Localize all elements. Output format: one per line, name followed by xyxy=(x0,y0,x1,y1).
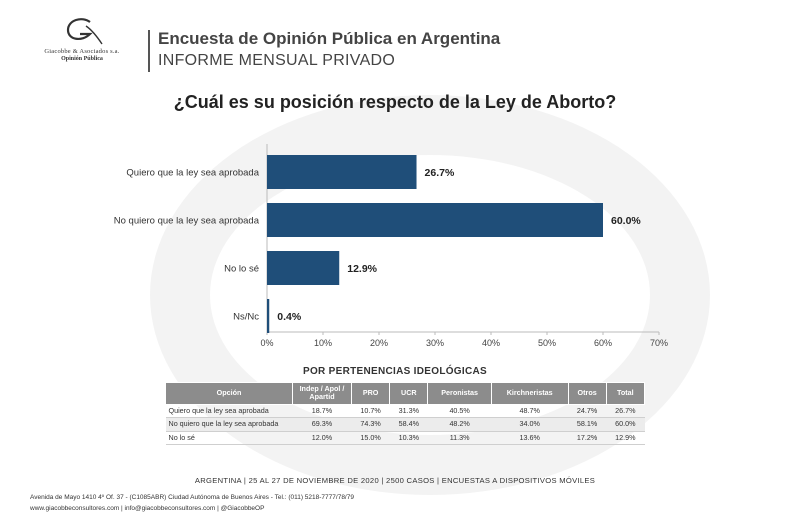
table-row: No quiero que la ley sea aprobada 69.3% … xyxy=(165,417,645,432)
header-divider xyxy=(148,30,150,72)
x-tick-label: 70% xyxy=(650,338,668,348)
x-tick-label: 20% xyxy=(370,338,388,348)
col-header: Opción xyxy=(165,382,293,405)
col-header: Otros xyxy=(567,382,607,405)
category-label: Ns/Nc xyxy=(233,312,259,323)
x-tick-label: 0% xyxy=(260,338,273,348)
table-cell: 34.0% xyxy=(491,417,569,432)
table-cell: 74.3% xyxy=(351,417,390,432)
table-cell: 60.0% xyxy=(606,417,645,432)
data-label: 26.7% xyxy=(425,167,455,179)
logo-swirl-icon xyxy=(66,18,103,45)
table-cell: 12.9% xyxy=(606,431,645,446)
table-cell: 17.2% xyxy=(568,431,607,446)
report-subtitle: INFORME MENSUAL PRIVADO xyxy=(158,52,396,69)
table-cell: 69.3% xyxy=(292,417,352,432)
table-cell: 18.7% xyxy=(292,404,352,419)
data-label: 60.0% xyxy=(611,215,641,227)
table-header-row: Opción Indep / Apol / Apartid PRO UCR Pe… xyxy=(165,382,646,405)
table-cell: 58.4% xyxy=(389,417,428,432)
col-header: UCR xyxy=(389,382,429,405)
x-tick-label: 10% xyxy=(314,338,332,348)
x-tick-label: 60% xyxy=(594,338,612,348)
table-cell: 58.1% xyxy=(568,417,607,432)
col-header: Indep / Apol / Apartid xyxy=(292,382,352,405)
data-label: 0.4% xyxy=(277,311,302,323)
report-title: Encuesta de Opinión Pública en Argentina xyxy=(158,29,501,48)
col-header: PRO xyxy=(350,382,391,405)
bar-chart: 0% 10% 20% 30% 40% 50% 60% 70% Quiero que la ley… xyxy=(114,144,668,348)
x-tick-label: 50% xyxy=(538,338,556,348)
bar xyxy=(267,251,340,285)
bar xyxy=(267,299,270,333)
table-cell: 13.6% xyxy=(491,431,569,446)
table-cell: 11.3% xyxy=(427,431,492,446)
company-logo: Giacobbe & Asociados s.a. Opinión Públic… xyxy=(22,16,142,62)
table-cell: 10.7% xyxy=(351,404,390,419)
category-label: Quiero que la ley sea aprobada xyxy=(126,168,259,179)
data-label: 12.9% xyxy=(347,263,377,275)
x-tick-label: 40% xyxy=(482,338,500,348)
category-label: No quiero que la ley sea aprobada xyxy=(114,216,260,227)
table-cell: 26.7% xyxy=(606,404,645,419)
table-cell: 10.3% xyxy=(389,431,428,446)
table-cell: 31.3% xyxy=(389,404,428,419)
table-section-title: POR PERTENENCIAS IDEOLÓGICAS xyxy=(303,366,487,377)
table-cell: 40.5% xyxy=(427,404,492,419)
chart-title: ¿Cuál es su posición respecto de la Ley … xyxy=(173,92,617,112)
table-cell: Quiero que la ley sea aprobada xyxy=(165,404,293,419)
bar xyxy=(267,203,603,237)
table-cell: 48.2% xyxy=(427,417,492,432)
crosstab-table: Opción Indep / Apol / Apartid PRO UCR Pe… xyxy=(165,382,646,446)
table-cell: 15.0% xyxy=(351,431,390,446)
col-header: Total xyxy=(605,382,646,405)
table-cell: 24.7% xyxy=(568,404,607,419)
logo-subtitle: Opinión Pública xyxy=(61,56,103,62)
logo-firm-name: Giacobbe & Asociados s.a. xyxy=(44,48,120,55)
table-cell: No lo sé xyxy=(165,431,293,446)
table-cell: 48.7% xyxy=(491,404,569,419)
category-label: No lo sé xyxy=(224,264,259,275)
table-row: No lo sé 12.0% 15.0% 10.3% 11.3% 13.6% 1… xyxy=(165,431,645,446)
col-header: Kirchneristas xyxy=(490,382,569,405)
col-header: Peronistas xyxy=(427,382,492,405)
table-cell: No quiero que la ley sea aprobada xyxy=(165,417,293,432)
table-cell: 12.0% xyxy=(292,431,352,446)
footer-contacts: www.giacobbeconsultores.com | info@giaco… xyxy=(30,505,265,512)
footer-address: Avenida de Mayo 1410 4º Of. 37 - (C1085A… xyxy=(30,494,354,501)
survey-footer: ARGENTINA | 25 AL 27 DE NOVIEMBRE DE 202… xyxy=(194,476,596,485)
bar xyxy=(267,155,417,189)
x-tick-label: 30% xyxy=(426,338,444,348)
table-row: Quiero que la ley sea aprobada 18.7% 10.… xyxy=(165,404,645,419)
